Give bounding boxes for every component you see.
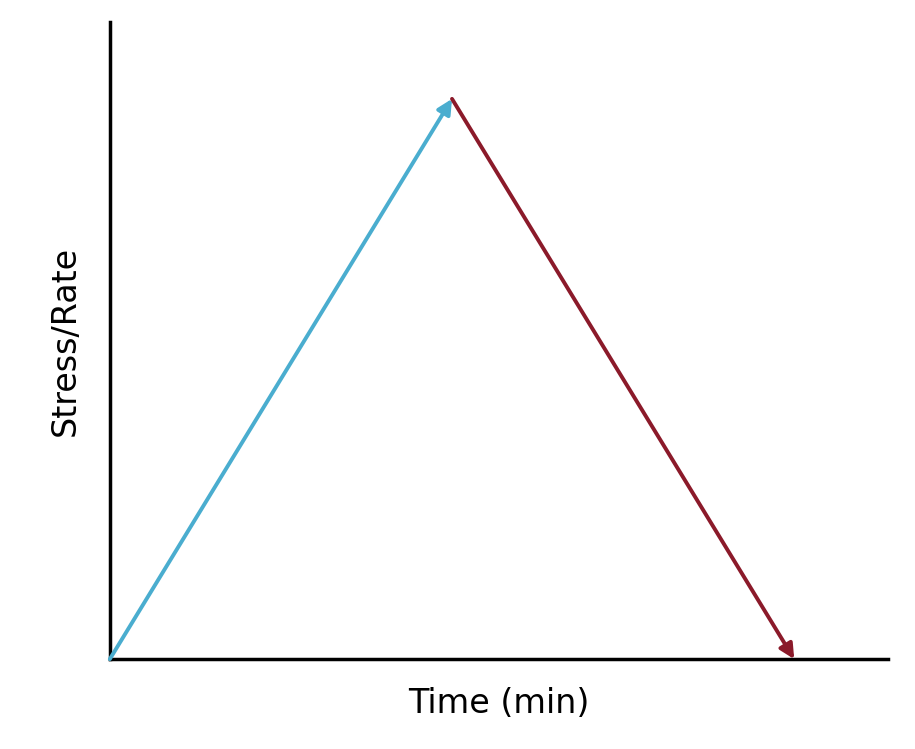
X-axis label: Time (min): Time (min) <box>408 687 589 720</box>
Y-axis label: Stress/Rate: Stress/Rate <box>49 246 82 436</box>
